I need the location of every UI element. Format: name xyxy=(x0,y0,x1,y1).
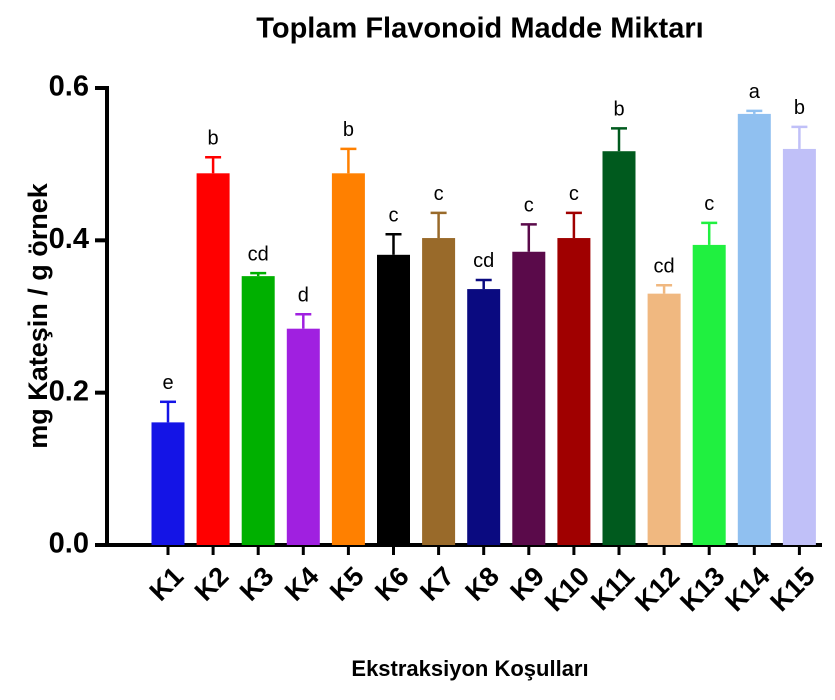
bar xyxy=(331,173,365,545)
significance-letter: c xyxy=(704,193,714,215)
significance-letter: b xyxy=(208,128,219,150)
x-tick-label: K2 xyxy=(189,561,235,607)
significance-letter: c xyxy=(389,205,399,227)
x-tick-label: K5 xyxy=(324,561,370,607)
bar xyxy=(512,251,546,545)
bar xyxy=(241,276,275,545)
significance-letter: d xyxy=(298,284,309,306)
x-tick-label: K8 xyxy=(459,561,505,607)
x-tick-label: K15 xyxy=(764,561,820,617)
significance-letter: cd xyxy=(473,250,494,272)
bar xyxy=(557,238,591,545)
x-tick-label: K4 xyxy=(279,561,325,607)
bar xyxy=(377,254,410,545)
bar xyxy=(782,148,816,545)
bar xyxy=(286,328,320,545)
y-tick-label: 0.2 xyxy=(49,375,89,407)
y-tick-label: 0.6 xyxy=(49,71,89,103)
x-tick-label: K12 xyxy=(629,561,685,617)
significance-letter: a xyxy=(749,81,761,103)
significance-letter: c xyxy=(434,183,444,205)
x-tick-label: K1 xyxy=(144,561,190,607)
significance-letter: c xyxy=(569,183,579,205)
x-tick-label: K13 xyxy=(674,561,730,617)
significance-letter: b xyxy=(794,97,805,119)
significance-letter: b xyxy=(343,119,354,141)
y-tick-label: 0.0 xyxy=(49,528,89,560)
x-tick-label: K14 xyxy=(719,561,775,617)
x-tick-label: K3 xyxy=(234,561,280,607)
bar xyxy=(737,113,771,545)
x-axis-label: Ekstraksiyon Koşulları xyxy=(351,656,588,681)
y-tick-label: 0.4 xyxy=(49,223,89,255)
significance-letter: e xyxy=(162,372,173,394)
x-tick-label: K7 xyxy=(414,561,460,607)
x-tick-label: K10 xyxy=(539,561,595,617)
x-tick-label: K11 xyxy=(585,561,640,616)
chart-title: Toplam Flavonoid Madde Miktarı xyxy=(256,13,703,45)
significance-letter: c xyxy=(524,195,534,217)
x-tick-label: K6 xyxy=(369,561,415,607)
significance-letter: b xyxy=(613,99,624,121)
significance-letter: cd xyxy=(248,243,269,265)
bar xyxy=(602,151,636,546)
bar xyxy=(422,238,456,545)
bar xyxy=(647,293,681,545)
bar xyxy=(151,422,185,545)
bar xyxy=(196,173,230,545)
y-axis-label: mg Kateşin / g örnek xyxy=(23,182,53,449)
bar xyxy=(467,289,501,545)
significance-letter: cd xyxy=(654,256,675,278)
bar xyxy=(692,244,726,546)
